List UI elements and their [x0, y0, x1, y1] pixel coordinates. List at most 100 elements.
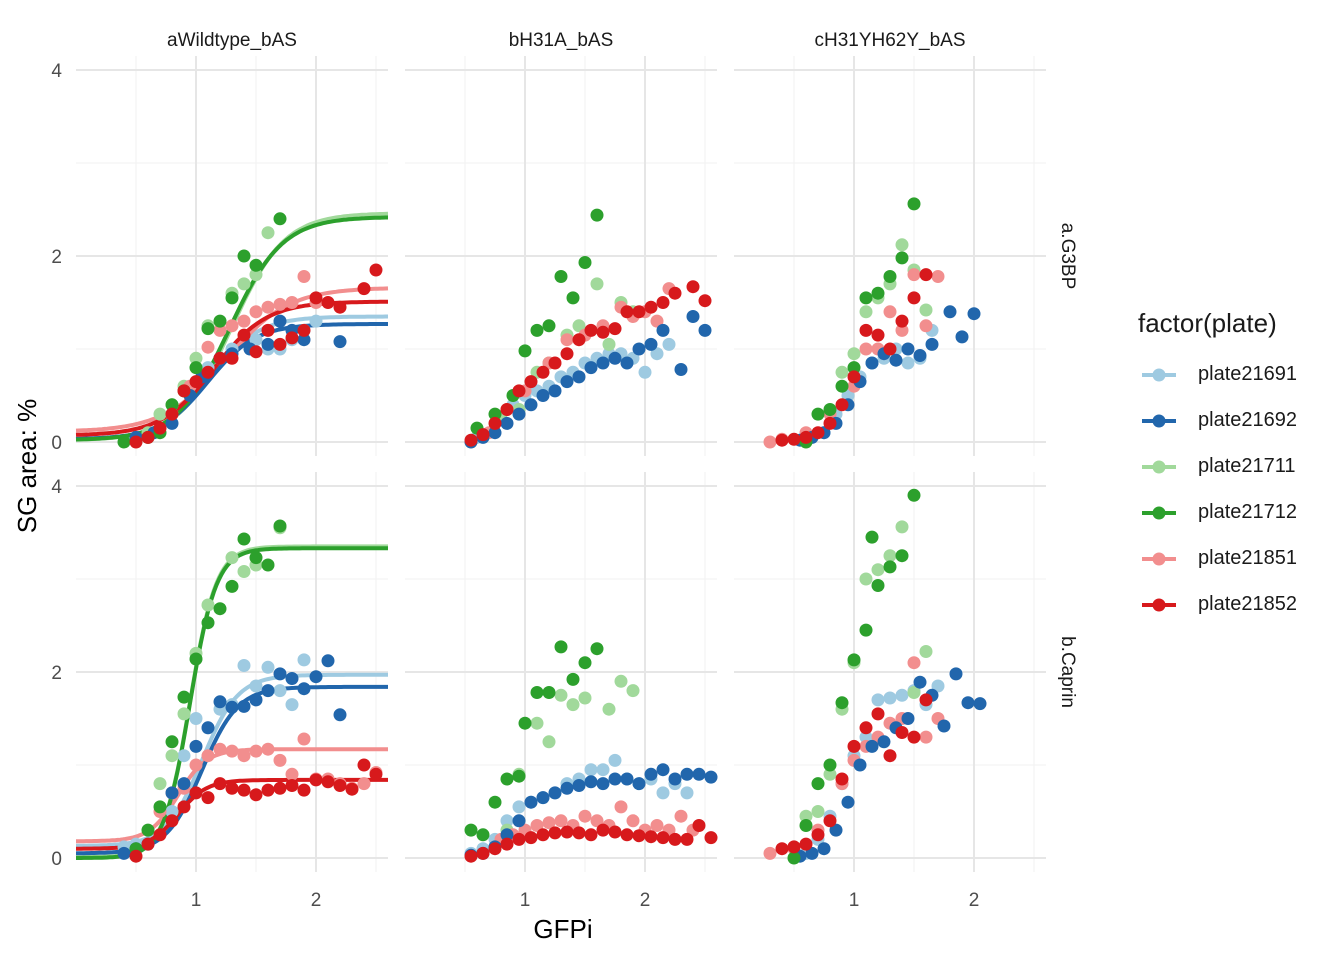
point-plate21852 — [512, 832, 526, 846]
legend-key-point — [1152, 460, 1166, 474]
point-plate21851 — [297, 732, 311, 746]
point-plate21691 — [680, 786, 694, 800]
point-plate21692 — [805, 846, 819, 860]
point-plate21852 — [835, 398, 849, 412]
point-plate21851 — [249, 305, 263, 319]
panel-0-1 — [464, 208, 712, 449]
point-plate21852 — [309, 773, 323, 787]
point-plate21852 — [859, 721, 873, 735]
point-plate21691 — [512, 800, 526, 814]
legend-label: plate21692 — [1198, 409, 1297, 431]
point-plate21692 — [686, 310, 700, 323]
panel-1-0 — [75, 519, 388, 863]
point-plate21852 — [871, 328, 885, 342]
point-plate21852 — [823, 814, 837, 828]
y-axis-title: SG area: % — [12, 399, 42, 533]
point-plate21852 — [560, 825, 574, 839]
point-plate21852 — [500, 403, 514, 416]
point-plate21852 — [141, 430, 155, 444]
point-plate21851 — [249, 744, 263, 758]
point-plate21852 — [333, 779, 347, 792]
point-plate21852 — [464, 433, 478, 447]
point-plate21852 — [907, 291, 921, 305]
point-plate21692 — [913, 349, 927, 362]
point-plate21712 — [554, 640, 568, 654]
point-plate21691 — [895, 688, 909, 702]
point-plate21692 — [572, 370, 586, 384]
point-plate21852 — [357, 758, 371, 772]
point-plate21852 — [548, 356, 562, 370]
point-plate21852 — [177, 800, 191, 814]
point-plate21852 — [333, 300, 347, 314]
point-plate21711 — [566, 698, 580, 712]
point-plate21692 — [853, 758, 867, 772]
point-plate21852 — [584, 828, 598, 842]
legend-key — [1142, 368, 1176, 382]
point-plate21712 — [117, 435, 131, 449]
point-plate21851 — [542, 816, 556, 830]
point-plate21691 — [650, 347, 664, 361]
point-plate21852 — [811, 426, 825, 440]
point-plate21711 — [572, 319, 586, 333]
point-plate21712 — [213, 314, 227, 328]
point-plate21692 — [273, 314, 287, 328]
point-plate21712 — [141, 823, 155, 837]
legend-title: factor(plate) — [1138, 308, 1277, 338]
point-plate21711 — [249, 268, 263, 282]
point-plate21692 — [961, 696, 975, 710]
point-plate21692 — [213, 695, 227, 709]
legend-label: plate21851 — [1198, 547, 1297, 569]
y-tick-label: 2 — [51, 663, 62, 684]
point-plate21692 — [656, 323, 670, 337]
point-plate21712 — [895, 549, 909, 563]
legend-key — [1142, 460, 1176, 474]
point-plate21852 — [871, 707, 885, 721]
point-plate21692 — [201, 721, 215, 735]
point-plate21852 — [799, 430, 813, 444]
point-plate21692 — [925, 337, 939, 351]
point-plate21712 — [530, 323, 544, 337]
point-plate21691 — [249, 679, 263, 693]
point-plate21692 — [548, 786, 562, 800]
point-plate21691 — [662, 337, 676, 351]
fit-line-plate21851 — [76, 747, 388, 844]
point-plate21851 — [237, 314, 251, 328]
point-plate21711 — [799, 809, 813, 823]
point-plate21711 — [883, 549, 897, 563]
point-plate21692 — [656, 763, 670, 777]
point-plate21692 — [261, 337, 275, 351]
point-plate21691 — [841, 389, 855, 402]
point-plate21711 — [907, 686, 921, 699]
point-plate21712 — [542, 686, 556, 699]
point-plate21712 — [811, 777, 825, 791]
point-plate21851 — [578, 809, 592, 823]
point-plate21691 — [285, 698, 299, 712]
panel-0-0 — [75, 211, 389, 449]
panel-grid — [76, 472, 388, 872]
point-plate21692 — [524, 398, 538, 412]
point-plate21851 — [554, 814, 568, 828]
point-plate21692 — [500, 416, 514, 430]
x-tick-label: 2 — [969, 890, 980, 911]
point-plate21852 — [704, 831, 718, 845]
point-plate21712 — [518, 344, 532, 358]
point-plate21712 — [859, 291, 873, 305]
point-plate21692 — [877, 735, 891, 749]
point-plate21692 — [500, 828, 514, 842]
point-plate21692 — [572, 779, 586, 792]
column-strip-label: cH31YH62Y_bAS — [814, 30, 965, 51]
point-plate21692 — [698, 323, 712, 337]
point-plate21852 — [153, 421, 167, 435]
point-plate21712 — [518, 716, 532, 730]
y-tick-label: 0 — [51, 433, 62, 454]
point-plate21852 — [237, 328, 251, 342]
point-plate21851 — [273, 297, 287, 311]
point-plate21692 — [524, 795, 538, 809]
point-plate21852 — [536, 828, 550, 842]
point-plate21692 — [901, 342, 915, 356]
point-plate21852 — [668, 832, 682, 846]
point-plate21852 — [273, 337, 287, 351]
point-plate21852 — [273, 781, 287, 795]
point-plate21852 — [488, 416, 502, 430]
